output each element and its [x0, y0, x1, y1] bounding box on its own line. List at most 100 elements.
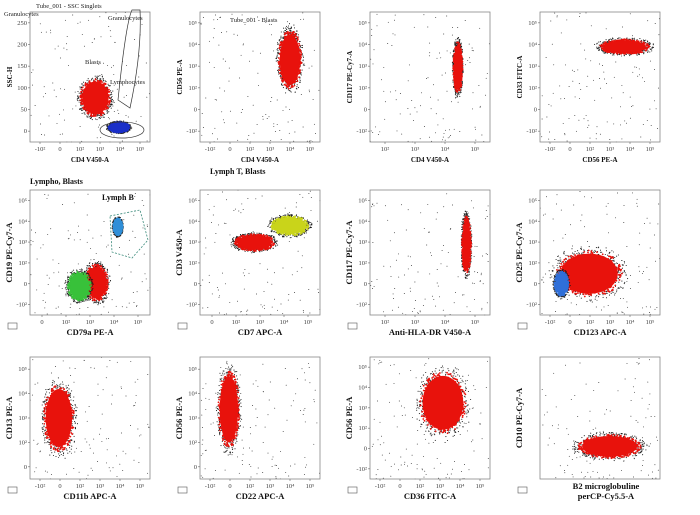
event-dot [566, 19, 568, 21]
event-dot [71, 276, 73, 279]
event-dot [82, 90, 85, 92]
event-dot [124, 132, 126, 134]
event-dot [127, 116, 129, 118]
event-dot [110, 255, 111, 257]
plot-frame [199, 189, 321, 316]
event-dot [92, 282, 94, 284]
event-dot [647, 41, 649, 43]
event-dot [302, 126, 304, 128]
event-dot [313, 49, 315, 51]
event-dot [288, 132, 290, 134]
event-dot [99, 78, 101, 80]
event-dot [606, 83, 608, 85]
event-dot [310, 224, 312, 226]
event-dot [86, 267, 88, 269]
event-dot [286, 32, 288, 35]
event-dot [259, 263, 261, 265]
event-dot [453, 59, 455, 62]
event-dot [87, 110, 90, 113]
event-dot [108, 105, 110, 108]
event-dot [460, 89, 462, 91]
event-dot [243, 43, 244, 45]
event-dot [207, 307, 209, 309]
event-dot [238, 246, 241, 248]
event-dot [112, 100, 114, 102]
event-dot [573, 71, 575, 72]
event-dot [456, 96, 458, 98]
event-dot [101, 74, 103, 75]
event-dot [68, 277, 71, 279]
event-dot [87, 276, 90, 279]
event-dot [410, 265, 412, 266]
event-dot [123, 130, 125, 133]
event-dot [476, 246, 478, 247]
event-dot [288, 294, 290, 295]
event-dot [233, 236, 235, 239]
event-dot [282, 236, 284, 238]
event-dot [123, 122, 125, 125]
event-dot [621, 26, 623, 28]
event-dot [639, 38, 641, 40]
event-dot [291, 84, 293, 87]
event-dot [81, 268, 83, 271]
event-dot [105, 284, 107, 287]
event-dot [289, 27, 291, 29]
event-dot [247, 249, 250, 252]
event-dot [81, 102, 84, 105]
event-dot [285, 106, 287, 108]
event-dot [431, 140, 433, 142]
event-dot [603, 71, 605, 73]
event-dot [562, 122, 564, 124]
event-dot [123, 219, 125, 221]
event-dot [106, 246, 108, 248]
event-dot [376, 25, 378, 27]
event-dot [98, 266, 101, 269]
event-dot [299, 78, 301, 80]
event-dot [391, 309, 393, 311]
event-dot [612, 37, 614, 40]
event-dot [472, 282, 474, 284]
event-dot [88, 229, 90, 231]
event-dot [65, 295, 67, 297]
event-dot [596, 46, 598, 48]
event-dot [208, 209, 210, 211]
event-dot [276, 230, 278, 233]
event-dot [635, 51, 637, 54]
event-dot [394, 19, 395, 21]
event-dot [282, 109, 284, 111]
event-dot [114, 234, 116, 236]
event-dot [268, 224, 270, 226]
event-dot [47, 284, 49, 286]
event-dot [207, 194, 209, 196]
event-dot [457, 276, 459, 278]
population-lymphocytes [105, 120, 133, 135]
event-dot [86, 268, 88, 270]
event-dot [80, 270, 82, 273]
event-dot [146, 140, 148, 142]
event-dot [285, 36, 287, 38]
event-dot [107, 244, 109, 246]
event-dot [236, 122, 238, 124]
event-dot [119, 220, 122, 223]
event-dot [221, 111, 223, 113]
event-dot [233, 245, 235, 247]
event-dot [279, 68, 282, 71]
y-tick-label: 10⁵ [188, 20, 197, 27]
population-core [453, 45, 462, 90]
event-dot [587, 126, 589, 128]
event-dot [578, 119, 580, 121]
event-dot [70, 272, 72, 274]
event-dot [309, 312, 311, 314]
event-dot [308, 140, 310, 142]
event-dot [86, 265, 89, 267]
event-dot [42, 300, 44, 302]
event-dot [252, 104, 254, 106]
event-dot [299, 45, 302, 48]
event-dot [57, 45, 59, 47]
event-dot [119, 247, 120, 249]
event-dot [299, 79, 301, 82]
event-dot [87, 265, 89, 267]
event-dot [427, 77, 429, 79]
x-tick-label: 10⁴ [441, 146, 451, 153]
event-dot [108, 287, 110, 289]
